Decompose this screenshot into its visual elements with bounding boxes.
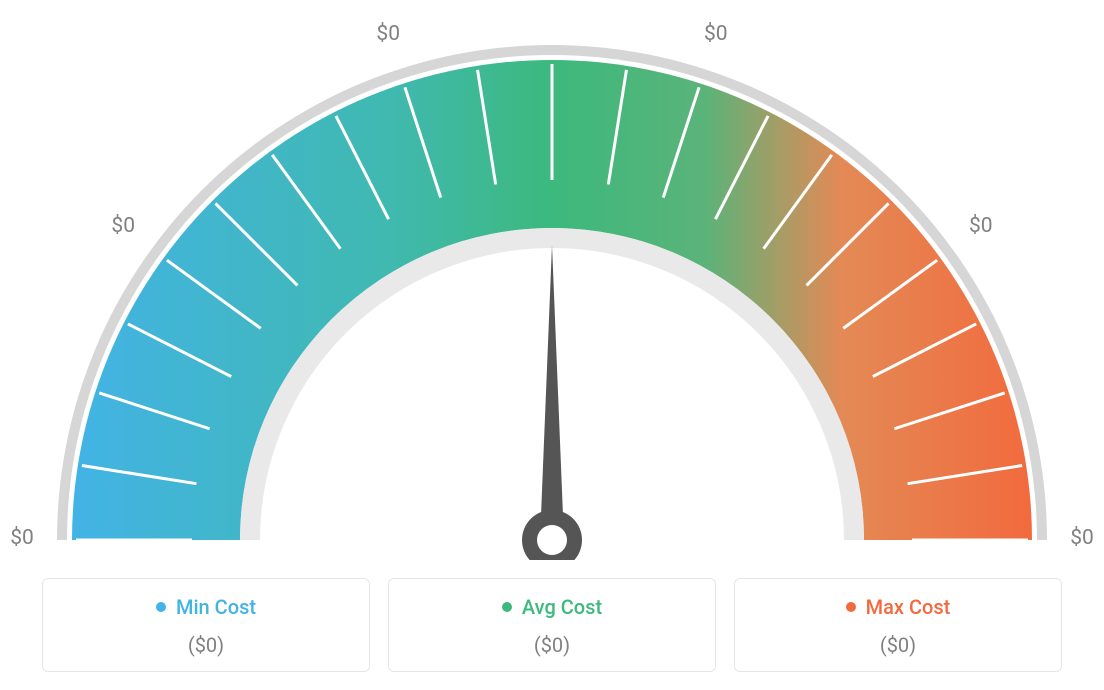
gauge-tick-label: $0 bbox=[363, 22, 413, 46]
legend-value-min: ($0) bbox=[43, 633, 369, 657]
gauge-tick-label: $0 bbox=[956, 214, 1006, 238]
legend-title-min: Min Cost bbox=[156, 595, 256, 619]
legend-box-avg: Avg Cost ($0) bbox=[388, 578, 716, 672]
legend-row: Min Cost ($0) Avg Cost ($0) Max Cost ($0… bbox=[42, 578, 1062, 672]
legend-title-avg: Avg Cost bbox=[502, 595, 602, 619]
legend-dot-max bbox=[846, 602, 856, 612]
gauge-tick-label: $0 bbox=[1057, 526, 1104, 550]
legend-box-max: Max Cost ($0) bbox=[734, 578, 1062, 672]
legend-value-avg: ($0) bbox=[389, 633, 715, 657]
gauge-area: $0 $0 $0 $0 $0 $0 bbox=[0, 0, 1104, 560]
legend-box-min: Min Cost ($0) bbox=[42, 578, 370, 672]
legend-label-avg: Avg Cost bbox=[522, 595, 602, 619]
legend-dot-min bbox=[156, 602, 166, 612]
legend-value-max: ($0) bbox=[735, 633, 1061, 657]
gauge-tick-label: $0 bbox=[0, 526, 47, 550]
legend-label-min: Min Cost bbox=[176, 595, 256, 619]
gauge-tick-label: $0 bbox=[691, 22, 741, 46]
gauge-svg bbox=[0, 0, 1104, 560]
legend-label-max: Max Cost bbox=[866, 595, 951, 619]
legend-dot-avg bbox=[502, 602, 512, 612]
gauge-tick-label: $0 bbox=[98, 214, 148, 238]
legend-title-max: Max Cost bbox=[846, 595, 951, 619]
cost-gauge-chart: $0 $0 $0 $0 $0 $0 Min Cost ($0) Avg Cost ($0)… bbox=[0, 0, 1104, 690]
